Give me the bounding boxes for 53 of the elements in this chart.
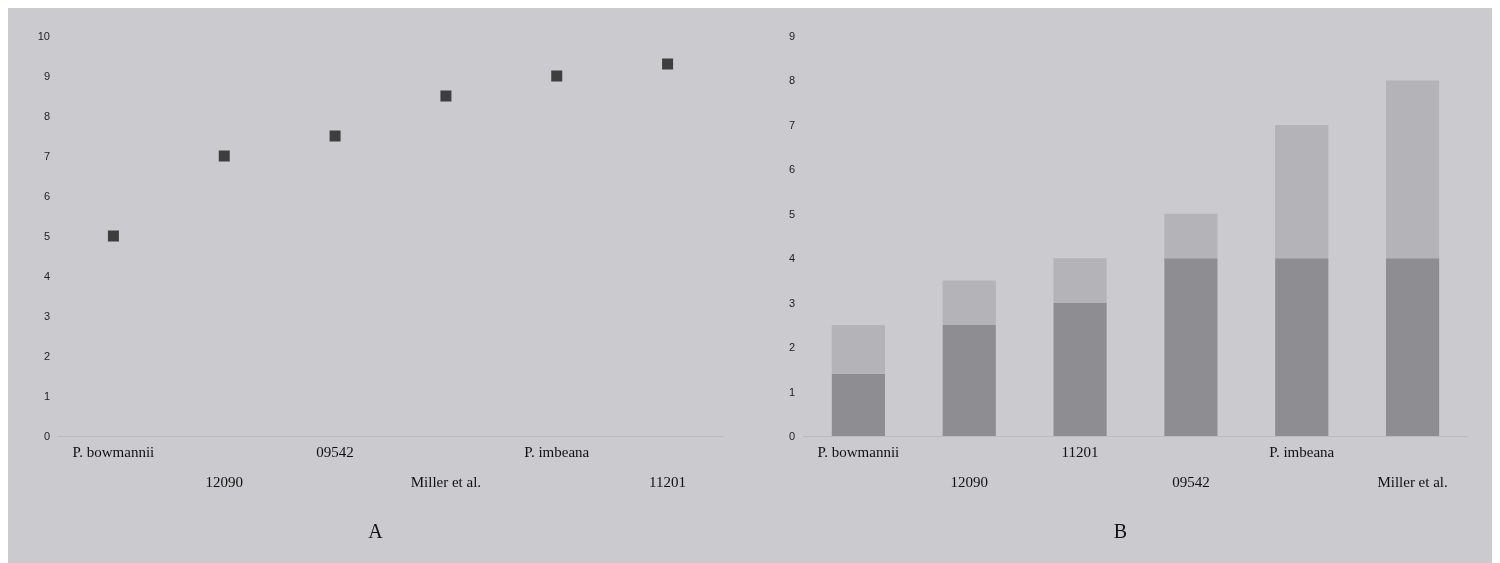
- text: A: [368, 520, 384, 542]
- y-tick-label: 5: [788, 207, 795, 220]
- bar: [1164, 258, 1218, 436]
- y-tick-label: 5: [43, 230, 50, 242]
- bar: [1385, 80, 1440, 259]
- y-tick-label: 2: [43, 350, 50, 362]
- bar: [1275, 258, 1329, 436]
- y-tick-label: 2: [788, 341, 795, 354]
- y-tick-label: 4: [43, 270, 50, 282]
- bar: [831, 373, 886, 436]
- bar: [1385, 258, 1440, 436]
- y-tick-label: 9: [43, 70, 50, 82]
- point: [107, 230, 119, 242]
- x-tick-label: 12090: [205, 473, 243, 490]
- y-tick-label: 0: [788, 430, 795, 442]
- x-tick-label: P. imbeana: [524, 443, 590, 460]
- bar: [1275, 124, 1329, 259]
- y-tick-label: 3: [43, 310, 50, 322]
- y-tick-label: 7: [43, 150, 50, 162]
- bar: [942, 280, 996, 325]
- x-tick-label: P. bowmannii: [72, 443, 155, 460]
- point: [329, 130, 341, 142]
- bar: [1053, 258, 1107, 303]
- x-tick-label: Miller et al.: [410, 473, 482, 490]
- y-tick-label: 10: [37, 30, 50, 42]
- point: [218, 150, 230, 162]
- text: B: [1113, 520, 1128, 542]
- y-tick-label: 1: [788, 385, 795, 398]
- y-tick-label: 9: [788, 30, 795, 42]
- bar: [831, 324, 886, 374]
- point: [551, 70, 563, 82]
- y-tick-label: 0: [43, 430, 50, 442]
- x-tick-label: 09542: [1172, 473, 1210, 490]
- point: [662, 58, 674, 70]
- y-tick-label: 8: [43, 110, 50, 122]
- x-tick-label: Miller et al.: [1377, 473, 1448, 490]
- x-tick-label: 11201: [1061, 443, 1099, 460]
- y-tick-label: 6: [43, 190, 50, 202]
- point: [440, 90, 452, 102]
- bar: [1164, 213, 1218, 259]
- y-tick-label: 1: [43, 390, 50, 402]
- y-tick-label: 7: [788, 118, 795, 131]
- y-tick-label: 4: [788, 252, 795, 265]
- y-tick-label: 6: [788, 163, 795, 176]
- bar: [942, 324, 996, 436]
- y-tick-label: 8: [788, 74, 795, 87]
- y-tick-label: 3: [788, 296, 795, 309]
- x-tick-label: P. imbeana: [1269, 443, 1335, 460]
- x-tick-label: P. bowmannii: [817, 443, 900, 460]
- x-tick-label: 12090: [950, 473, 988, 490]
- bar: [1053, 302, 1107, 436]
- x-tick-label: 11201: [649, 473, 687, 490]
- x-tick-label: 09542: [316, 443, 354, 460]
